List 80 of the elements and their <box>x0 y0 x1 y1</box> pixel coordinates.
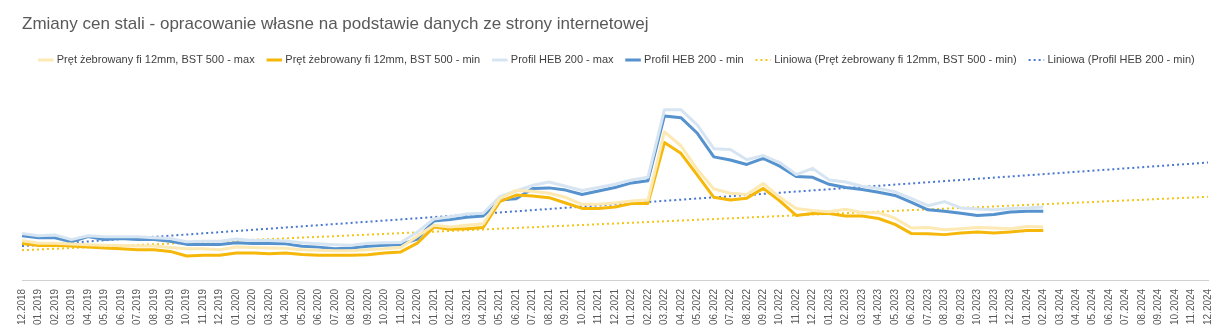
x-tick-label: 07.2019 <box>131 288 143 326</box>
x-tick-label: 12.2023 <box>1004 288 1016 326</box>
x-tick-label: 09.2019 <box>164 288 175 326</box>
x-tick-label: 10.2020 <box>378 288 390 326</box>
x-tick-label: 02.2024 <box>1037 288 1049 326</box>
x-tick-label: 09.2022 <box>757 288 768 326</box>
x-tick-label: 11.2024 <box>1185 288 1197 325</box>
legend-label: Profil HEB 200 - max <box>510 52 615 65</box>
legend-label: Profil HEB 200 - min <box>644 52 744 65</box>
x-tick-label: 12.2022 <box>806 288 818 326</box>
x-tick-label: 05.2022 <box>691 288 703 326</box>
x-tick-label: 02.2022 <box>641 288 653 326</box>
chart-title: Zmiany cen stali - opracowanie własne na podstawie danych ze strony internetowej <box>22 13 649 33</box>
x-tick-label: 12.2019 <box>213 288 225 326</box>
x-tick-label: 04.2019 <box>81 288 93 326</box>
x-tick-label: 06.2023 <box>905 288 917 326</box>
x-tick-label: 01.2021 <box>427 288 439 326</box>
x-tick-label: 05.2020 <box>295 288 307 326</box>
x-tick-label: 03.2021 <box>460 288 472 326</box>
legend-label: Liniowa (Pręt żebrowany fi 12mm, BST 500 - min) <box>774 52 1017 65</box>
x-tick-label: 12.2024 <box>1201 288 1213 326</box>
x-tick-label: 01.2020 <box>229 288 241 326</box>
x-tick-label: 06.2021 <box>509 288 521 326</box>
x-tick-label: 03.2019 <box>65 288 77 326</box>
x-tick-label: 06.2022 <box>707 288 719 326</box>
x-tick-label: 11.2019 <box>196 288 208 325</box>
x-tick-label: 11.2021 <box>592 288 604 325</box>
x-tick-label: 02.2020 <box>246 288 258 326</box>
x-tick-label: 09.2023 <box>954 288 966 326</box>
x-tick-label: 12.2020 <box>411 288 423 326</box>
x-tick-label: 06.2019 <box>114 288 126 326</box>
x-tick-label: 11.2020 <box>394 288 406 325</box>
x-tick-label: 07.2021 <box>526 288 538 326</box>
x-tick-label: 09.2021 <box>559 288 571 326</box>
x-tick-label: 02.2019 <box>48 288 60 326</box>
x-tick-label: 04.2021 <box>476 288 488 326</box>
x-tick-label: 01.2023 <box>822 288 834 326</box>
x-tick-label: 08.2021 <box>542 288 554 326</box>
x-tick-label: 02.2023 <box>839 288 851 326</box>
x-tick-label: 04.2020 <box>279 288 291 326</box>
x-tick-label: 04.2024 <box>1069 288 1081 326</box>
x-tick-label: 03.2023 <box>855 288 867 326</box>
x-tick-label: 04.2022 <box>674 288 686 326</box>
x-tick-label: 03.2020 <box>262 288 274 326</box>
x-tick-label: 05.2021 <box>493 288 505 326</box>
x-tick-label: 02.2021 <box>444 288 456 326</box>
legend-label: Pręt żebrowany fi 12mm, BST 500 - min <box>285 52 481 65</box>
x-tick-label: 01.2019 <box>32 288 44 326</box>
x-tick-label: 09.2020 <box>361 288 373 326</box>
x-tick-label: 10.2024 <box>1168 288 1180 326</box>
x-tick-label: 12.2018 <box>15 288 27 326</box>
x-tick-label: 05.2023 <box>888 288 900 326</box>
x-tick-label: 11.2023 <box>987 288 999 325</box>
x-tick-label: 08.2019 <box>147 288 159 326</box>
x-tick-label: 09.2024 <box>1152 288 1164 326</box>
x-tick-label: 01.2024 <box>1020 288 1032 326</box>
legend-label: Liniowa (Profil HEB 200 - min) <box>1047 52 1195 65</box>
x-tick-label: 07.2024 <box>1119 288 1131 326</box>
x-tick-label: 08.2024 <box>1135 288 1147 326</box>
x-tick-label: 08.2020 <box>345 288 357 326</box>
x-tick-label: 03.2022 <box>658 288 670 326</box>
x-tick-label: 07.2022 <box>724 288 736 326</box>
x-tick-label: 11.2022 <box>789 288 801 325</box>
x-tick-label: 08.2022 <box>740 288 752 326</box>
x-tick-label: 10.2022 <box>773 288 785 326</box>
legend-label: Pręt żebrowany fi 12mm, BST 500 - max <box>56 52 256 65</box>
x-tick-label: 10.2019 <box>180 288 192 326</box>
x-tick-label: 04.2023 <box>872 288 884 326</box>
x-tick-label: 06.2024 <box>1102 288 1114 326</box>
x-tick-label: 05.2024 <box>1086 288 1098 326</box>
x-tick-label: 10.2023 <box>971 288 983 326</box>
x-tick-label: 03.2024 <box>1053 288 1065 326</box>
x-tick-label: 12.2021 <box>608 288 620 326</box>
x-tick-label: 10.2021 <box>575 288 587 326</box>
x-tick-label: 01.2022 <box>625 288 637 326</box>
x-tick-label: 07.2020 <box>328 288 340 326</box>
x-tick-label: 08.2023 <box>938 288 950 326</box>
x-tick-label: 07.2023 <box>921 288 933 326</box>
x-tick-label: 06.2020 <box>312 288 324 326</box>
x-tick-label: 05.2019 <box>98 288 110 326</box>
